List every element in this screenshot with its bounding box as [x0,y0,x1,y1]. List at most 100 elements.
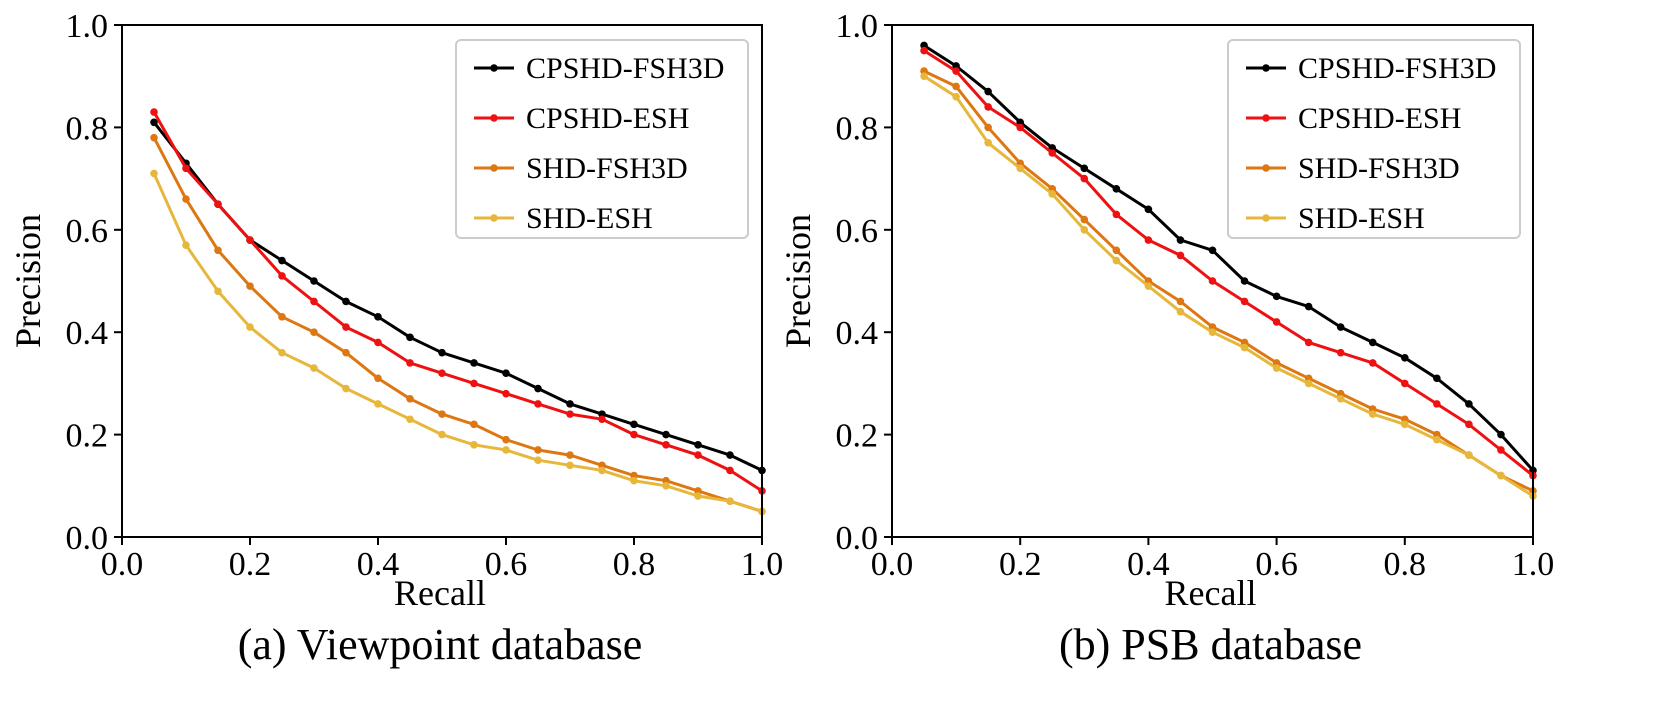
data-point [438,348,446,357]
y-tick-label: 0.0 [836,520,879,557]
legend: CPSHD-FSH3D CPSHD-ESH SHD-FSH3D SHD-ESH [455,39,749,239]
data-point [406,359,414,367]
data-point [150,133,158,142]
data-point [310,328,318,337]
data-point [278,256,286,265]
figure-caption: (a) Viewpoint database [238,620,643,669]
data-point [566,451,574,459]
legend-entry: SHD-ESH [474,202,653,235]
data-point [1016,164,1024,173]
legend-entry: CPSHD-FSH3D [474,52,724,85]
legend-marker [490,64,498,72]
data-point [694,492,702,500]
data-point [502,446,510,454]
x-tick-label: 1.0 [741,546,784,583]
legend-entry: SHD-FSH3D [1246,152,1460,185]
data-point [1144,236,1153,244]
data-point [1080,174,1089,183]
x-tick-label: 0.8 [1384,546,1427,583]
legend-marker [1262,114,1270,122]
series-line [152,121,763,472]
data-point [310,277,318,285]
data-point [470,441,478,449]
data-point [470,420,478,429]
data-point [534,384,542,393]
legend-entry: CPSHD-FSH3D [1246,52,1496,85]
legend-label: SHD-ESH [526,202,653,235]
data-point [1401,420,1409,429]
data-point [406,415,414,424]
data-point [502,389,510,398]
series-line [152,172,763,513]
x-tick-label: 0.2 [229,546,272,583]
data-point [1208,328,1217,337]
data-point [438,369,446,377]
data-point [182,241,190,249]
data-point [1240,297,1249,306]
data-point [214,287,222,296]
data-point [1497,471,1505,480]
y-tick-label: 0.4 [66,315,109,352]
legend-marker [490,114,498,122]
data-point [1465,451,1473,459]
data-point [1144,282,1153,290]
y-tick-label: 0.8 [836,110,879,147]
x-tick-label: 1.0 [1512,546,1555,583]
data-point [1080,226,1089,234]
data-point [630,420,638,429]
data-point [406,333,414,342]
data-point [1368,410,1377,418]
data-point [1016,123,1024,132]
data-point [598,415,606,424]
data-point [1048,149,1057,157]
data-point [470,359,478,367]
y-tick-label: 0.2 [836,418,879,455]
data-point [1112,246,1121,255]
data-point [534,400,542,408]
y-tick-label: 0.6 [66,213,109,250]
plot-area-frame [891,24,1534,538]
data-point [310,297,318,306]
data-point [1497,430,1505,439]
data-point [920,72,928,80]
data-point [278,272,286,280]
x-axis-label: Recall [394,573,486,613]
data-point [534,446,542,454]
data-point [1368,359,1377,367]
data-point [1176,236,1185,244]
series-cpshd-esh [920,46,1537,480]
series-line [923,49,1534,477]
data-point [566,410,574,418]
x-tick-label: 0.4 [1127,546,1170,583]
data-point [1112,256,1121,265]
data-point [726,497,734,505]
data-point [1401,354,1409,362]
data-point [150,108,158,116]
data-point [342,384,350,393]
y-axis-label: Precision [8,214,48,348]
data-point [438,430,446,439]
data-point [598,466,606,475]
y-tick-label: 0.8 [66,110,109,147]
legend-entry: SHD-FSH3D [474,152,688,185]
data-point [920,46,928,55]
data-point [566,461,574,470]
data-point [278,313,286,321]
data-point [214,200,222,208]
y-tick-label: 0.4 [836,315,879,352]
legend-label: CPSHD-ESH [526,102,689,135]
y-tick-label: 1.0 [66,8,109,45]
data-point [694,441,702,449]
data-point [1433,435,1441,444]
chart-panel-psb: 0.0 0.2 0.4 0.6 0.8 1.0 0.0 0.2 0.4 0.6 0.8 1.0 Reca… [778,8,1554,669]
data-point [246,323,254,331]
x-tick-label: 0.6 [1255,546,1298,583]
data-point [502,435,510,444]
legend-entry: CPSHD-ESH [474,102,689,135]
data-point [246,236,254,244]
y-tick-label: 0.2 [66,418,109,455]
data-point [1336,348,1345,357]
data-point [374,400,382,408]
data-point [182,164,190,173]
